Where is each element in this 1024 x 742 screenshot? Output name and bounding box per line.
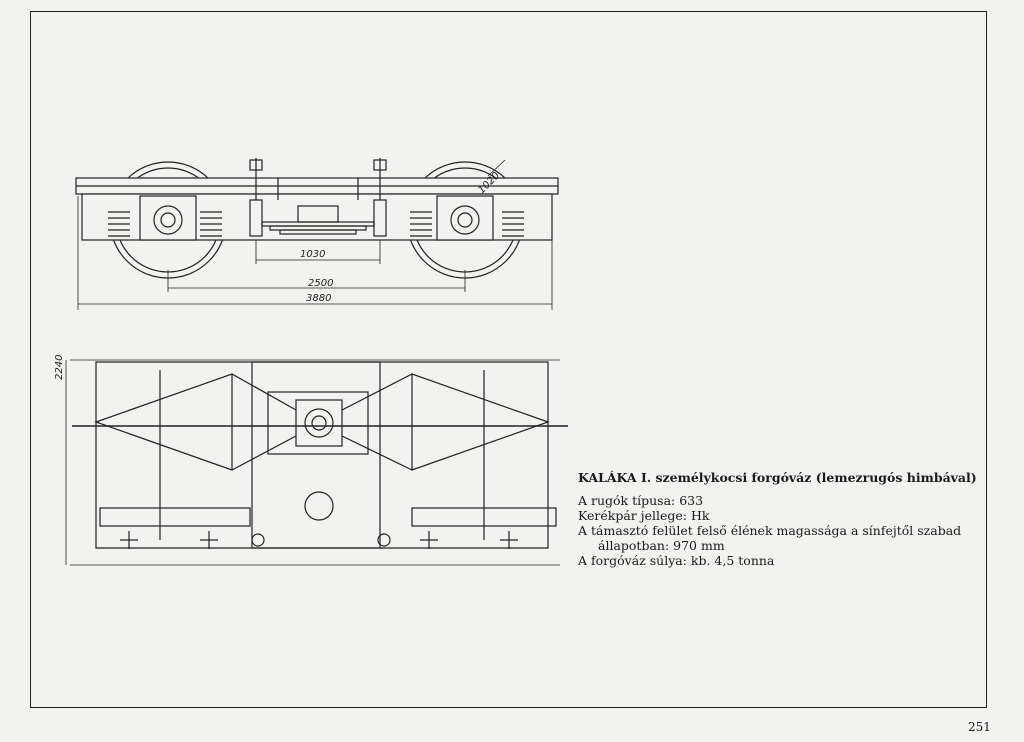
side-elevation-view — [75, 158, 559, 310]
spec-wheelset: Kerékpár jellege: Hk — [578, 508, 710, 523]
page-number: 251 — [968, 720, 991, 734]
dim-2500: 2500 — [308, 278, 333, 289]
spec-spring-type: A rugók típusa: 633 — [578, 493, 704, 508]
plan-view — [65, 359, 568, 566]
figure-caption: KALÁKA I. személykocsi forgóváz (lemezru… — [578, 470, 978, 568]
dim-2240: 2240 — [54, 355, 65, 380]
coil-springs — [108, 211, 524, 237]
spec-weight: A forgóváz súlya: kb. 4,5 tonna — [578, 553, 775, 568]
center-pivot — [295, 399, 343, 447]
dim-1030: 1030 — [300, 249, 325, 260]
caption-title-rest: személykocsi forgóváz (lemezrugós himbáv… — [655, 470, 977, 485]
caption-title: KALÁKA I. személykocsi forgóváz (lemezru… — [578, 470, 978, 485]
axle-box-right — [436, 195, 494, 241]
drawing-frame — [30, 11, 987, 708]
axle-box-left — [139, 195, 197, 241]
dim-3880: 3880 — [306, 293, 331, 304]
dim-line-1020 — [487, 159, 506, 177]
spec-support-height-cont: állapotban: 970 mm — [598, 538, 725, 553]
leaf-spring — [261, 205, 375, 235]
brake-rigging — [72, 373, 568, 471]
spec-support-height: A támasztó felület felső élének magasság… — [578, 523, 962, 538]
caption-title-bold: KALÁKA I. — [578, 470, 652, 485]
